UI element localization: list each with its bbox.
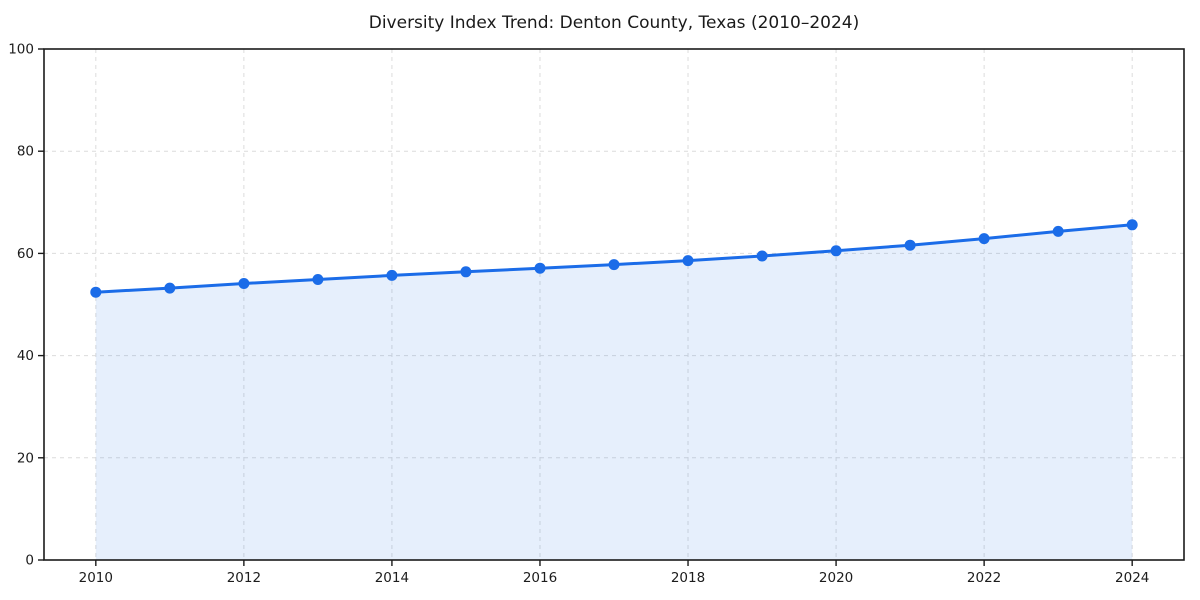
data-point-2014 <box>386 269 398 281</box>
y-tick-label-0: 0 <box>25 553 34 569</box>
data-point-2018 <box>682 255 694 267</box>
data-point-2023 <box>1052 225 1064 237</box>
x-tick-label-2016: 2016 <box>523 570 557 586</box>
data-point-2016 <box>534 262 546 274</box>
x-tick-label-2020: 2020 <box>819 570 853 586</box>
data-point-2017 <box>608 259 620 271</box>
y-tick-label-80: 80 <box>17 144 34 160</box>
y-tick-label-20: 20 <box>17 450 34 466</box>
y-tick-label-40: 40 <box>17 348 34 364</box>
data-point-2010 <box>90 286 102 298</box>
plot-border <box>43 48 1185 561</box>
data-point-2012 <box>238 278 250 289</box>
data-point-2015 <box>460 266 472 278</box>
y-tick-label-100: 100 <box>8 42 34 58</box>
x-tick-label-2018: 2018 <box>671 570 705 586</box>
data-point-2021 <box>904 239 916 251</box>
x-tick-label-2024: 2024 <box>1115 570 1149 586</box>
x-tick-label-2014: 2014 <box>375 570 409 586</box>
data-point-2013 <box>312 274 324 285</box>
data-point-2011 <box>164 282 176 294</box>
y-tick-label-60: 60 <box>17 246 34 262</box>
data-point-2022 <box>978 233 990 245</box>
area-fill <box>95 224 1133 561</box>
data-point-2024 <box>1126 219 1138 231</box>
data-point-2019 <box>756 250 768 262</box>
x-tick-label-2012: 2012 <box>227 570 261 586</box>
data-point-2020 <box>830 245 842 257</box>
x-tick-label-2022: 2022 <box>967 570 1001 586</box>
chart-title: Diversity Index Trend: Denton County, Te… <box>368 13 860 33</box>
x-tick-label-2010: 2010 <box>79 570 113 586</box>
